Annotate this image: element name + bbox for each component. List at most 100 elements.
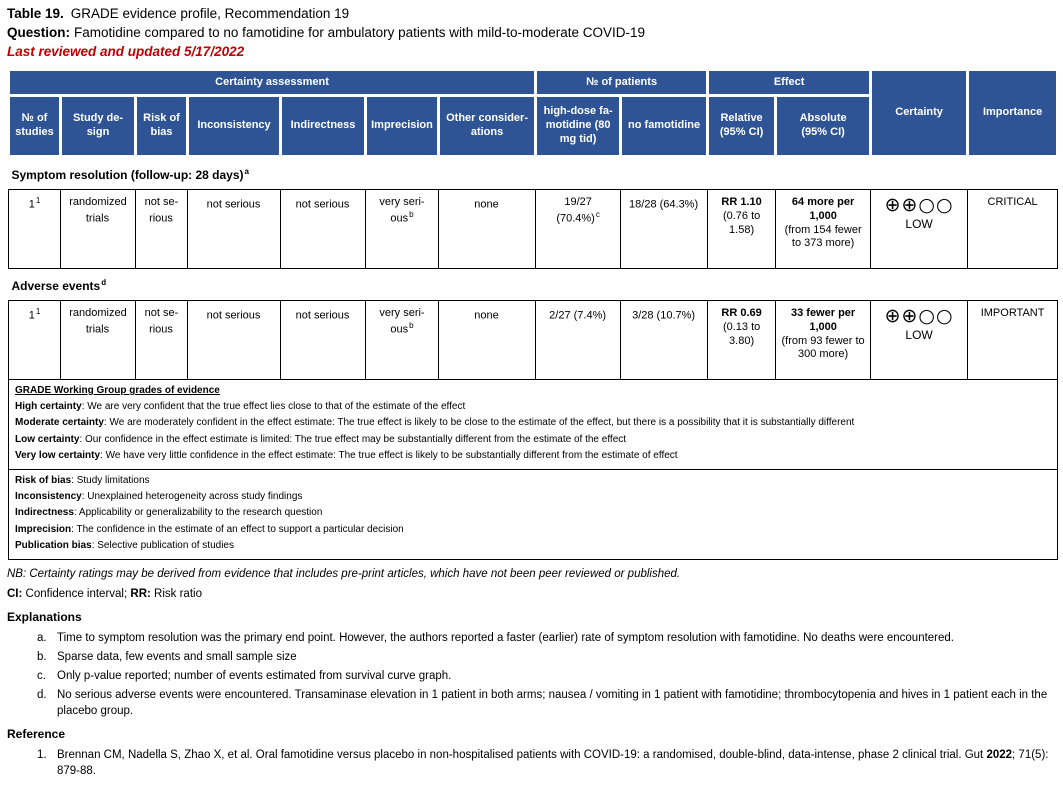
grade-certainty-circles: ⊕⊕○○ [884,305,954,327]
cell-no-of-studies: 11 [8,300,61,380]
grade-definitions-heading: GRADE Working Group grades of evidence [15,385,220,396]
cell-importance: IMPORTANT [967,300,1059,380]
col-group-n-of-patients: № of patients [534,68,710,97]
definition-line: Publication bias: Selective publication … [15,539,234,551]
section-label: Adverse eventsd [8,268,1058,301]
section-label: Symptom resolution (follow-up: 28 days)a [8,156,1058,190]
col-header-intervention-arm: high-dose fa- motidine (80 mg tid) [534,94,623,158]
cell-indirectness: not serious [280,300,366,380]
definition-line: Imprecision: The confidence in the estim… [15,523,404,535]
grade-definitions-row: GRADE Working Group grades of evidence H… [7,379,1059,470]
explanations-heading: Explanations [7,609,82,624]
col-header-control-arm: no famotidine [619,94,710,158]
col-header-relative-effect: Relative (95% CI) [706,94,778,158]
question-label: Question: [7,25,70,40]
cell-study-design: randomized trials [60,189,136,269]
cell-indirectness: not serious [280,189,366,269]
cell-certainty-rating: ⊕⊕○○ LOW [870,189,969,269]
col-header-importance: Importance [966,68,1060,158]
explanation-item: a. Time to symptom resolution was the pr… [37,630,1056,646]
explanation-item: b. Sparse data, few events and small sam… [37,649,1056,665]
outcome-section-symptom-resolution: Symptom resolution (follow-up: 28 days)a [8,156,1058,190]
reference-item: 1. Brennan CM, Nadella S, Zhao X, et al.… [37,747,1056,779]
cell-control-events: 3/28 (10.7%) [620,300,709,380]
cell-other-considerations: none [437,300,537,380]
table-number: Table 19. [7,6,64,21]
cell-inconsistency: not serious [187,300,281,380]
footnote-marker: b [409,320,414,330]
col-header-risk-of-bias: Risk of bias [134,94,189,158]
list-marker: c. [37,670,46,683]
definition-line: Inconsistency: Unexplained heterogeneity… [15,491,303,503]
col-header-inconsistency: Inconsistency [186,94,282,158]
cell-other-considerations: none [437,189,537,269]
cell-control-events: 18/28 (64.3%) [620,189,709,269]
list-marker: d. [37,689,47,702]
table-title: Table 19. GRADE evidence profile, Recomme… [7,6,1056,21]
cell-relative-effect: RR 1.10 (0.76 to 1.58) [707,189,777,269]
header-column-row: № of studies Study de- sign Risk of bias… [7,94,1058,158]
definition-line: Low certainty: Our confidence in the eff… [15,433,627,445]
cell-certainty-rating: ⊕⊕○○ LOW [870,300,969,380]
cell-relative-effect: RR 0.69 (0.13 to 3.80) [707,300,777,380]
cell-no-of-studies: 11 [8,189,61,269]
explanation-text: Time to symptom resolution was the prima… [57,631,954,644]
cell-risk-of-bias: not se- rious [135,300,188,380]
cell-absolute-effect: 64 more per 1,000 (from 154 fewer to 373 … [775,189,872,269]
col-header-absolute-effect: Absolute (95% CI) [774,94,873,158]
footnote-marker: 1 [35,307,41,316]
list-marker: 1. [37,749,47,762]
footnote-marker: 1 [35,196,41,205]
cell-risk-of-bias: not se- rious [135,189,188,269]
certainty-level-label: LOW [905,328,933,342]
outcome-section-adverse-events: Adverse eventsd [8,268,1058,301]
domain-definitions-row: Risk of bias: Study limitations Inconsis… [7,468,1059,560]
grade-evidence-table: Certainty assessment № of patients Effec… [6,68,1060,560]
nb-note: NB: Certainty ratings may be derived fro… [7,567,681,580]
col-header-other-considerations: Other consider- ations [436,94,538,158]
question-text: Famotidine compared to no famotidine for… [74,25,646,40]
col-group-effect: Effect [706,68,873,97]
explanation-text: Sparse data, few events and small sample… [57,650,297,663]
evidence-row-adverse-events: 11 randomized trials not se- rious not s… [8,300,1059,380]
reference-heading: Reference [7,727,66,742]
evidence-row-symptom-resolution: 11 randomized trials not se- rious not s… [8,189,1059,269]
question-line: Question: Famotidine compared to no famot… [7,25,1056,40]
explanation-item: c. Only p-value reported; number of even… [37,668,1056,684]
grade-definitions-box: GRADE Working Group grades of evidence H… [7,379,1059,470]
col-header-study-design: Study de- sign [59,94,137,158]
grade-certainty-circles: ⊕⊕○○ [884,194,954,216]
table-title-text: GRADE evidence profile, Recommendation 1… [70,6,350,21]
list-marker: a. [37,631,47,644]
cell-study-design: randomized trials [60,300,136,380]
footer-notes: NB: Certainty ratings may be derived fro… [7,568,1056,780]
cell-absolute-effect: 33 fewer per 1,000 (from 93 fewer to 300 … [775,300,872,380]
explanation-item: d. No serious adverse events were encoun… [37,687,1056,719]
definition-line: Very low certainty: We have very little … [15,449,678,461]
list-marker: b. [37,650,47,663]
explanation-text: Only p-value reported; number of events … [57,670,452,683]
col-header-imprecision: Imprecision [364,94,440,158]
col-header-no-of-studies: № of studies [7,94,62,158]
last-reviewed-line: Last reviewed and updated 5/17/2022 [7,44,245,59]
cell-intervention-events: 19/27 (70.4%)c [535,189,622,269]
header-group-row: Certainty assessment № of patients Effec… [6,68,1060,158]
definition-line: Moderate certainty: We are moderately co… [15,417,855,429]
col-group-certainty-assessment: Certainty assessment [6,68,538,97]
col-header-indirectness: Indirectness [279,94,367,158]
definition-line: Indirectness: Applicability or generaliz… [15,507,323,519]
col-header-certainty: Certainty [869,68,970,158]
reference-text: Brennan CM, Nadella S, Zhao X, et al. Or… [57,749,1049,778]
explanation-text: No serious adverse events were encounter… [57,689,1048,718]
domain-definitions-box: Risk of bias: Study limitations Inconsis… [7,468,1059,560]
definition-line: High certainty: We are very confident th… [15,401,466,413]
footnote-marker: c [595,209,600,219]
definition-line: Risk of bias: Study limitations [15,474,150,486]
footnote-marker: d [101,278,107,287]
abbreviations-line: CI: Confidence interval; RR: Risk ratio [7,587,202,600]
footnote-marker: a [244,167,249,176]
cell-imprecision: very seri- ousb [365,300,439,380]
certainty-level-label: LOW [905,217,933,231]
cell-inconsistency: not serious [187,189,281,269]
